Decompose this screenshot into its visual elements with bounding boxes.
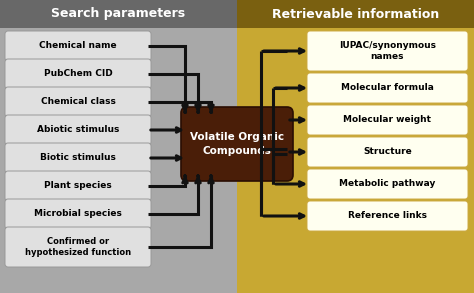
FancyBboxPatch shape xyxy=(5,59,151,89)
Text: IUPAC/synonymous
names: IUPAC/synonymous names xyxy=(339,41,436,61)
Text: Search parameters: Search parameters xyxy=(52,8,185,21)
Text: Retrievable information: Retrievable information xyxy=(272,8,439,21)
Text: Volatile Organic
Compounds: Volatile Organic Compounds xyxy=(190,132,284,156)
FancyBboxPatch shape xyxy=(5,143,151,173)
Text: Abiotic stimulus: Abiotic stimulus xyxy=(37,125,119,134)
Text: Chemical class: Chemical class xyxy=(41,98,116,106)
FancyBboxPatch shape xyxy=(5,115,151,145)
FancyBboxPatch shape xyxy=(181,107,293,181)
FancyBboxPatch shape xyxy=(307,31,468,71)
Text: Molecular weight: Molecular weight xyxy=(344,115,431,125)
FancyBboxPatch shape xyxy=(0,28,237,293)
FancyBboxPatch shape xyxy=(5,31,151,61)
FancyBboxPatch shape xyxy=(307,73,468,103)
Text: Plant species: Plant species xyxy=(44,181,112,190)
Text: Microbial species: Microbial species xyxy=(34,209,122,219)
Text: Molecular formula: Molecular formula xyxy=(341,84,434,93)
Text: PubChem CID: PubChem CID xyxy=(44,69,112,79)
FancyBboxPatch shape xyxy=(307,105,468,135)
FancyBboxPatch shape xyxy=(5,199,151,229)
Text: Metabolic pathway: Metabolic pathway xyxy=(339,180,436,188)
Text: Structure: Structure xyxy=(363,147,412,156)
Text: Confirmed or
hypothesized function: Confirmed or hypothesized function xyxy=(25,237,131,257)
Text: Reference links: Reference links xyxy=(348,212,427,221)
FancyBboxPatch shape xyxy=(307,201,468,231)
FancyBboxPatch shape xyxy=(237,28,474,293)
FancyBboxPatch shape xyxy=(307,137,468,167)
FancyBboxPatch shape xyxy=(237,0,474,28)
Text: Biotic stimulus: Biotic stimulus xyxy=(40,154,116,163)
FancyBboxPatch shape xyxy=(0,0,237,28)
FancyBboxPatch shape xyxy=(5,227,151,267)
FancyBboxPatch shape xyxy=(5,87,151,117)
FancyBboxPatch shape xyxy=(5,171,151,201)
FancyBboxPatch shape xyxy=(307,169,468,199)
Text: Chemical name: Chemical name xyxy=(39,42,117,50)
